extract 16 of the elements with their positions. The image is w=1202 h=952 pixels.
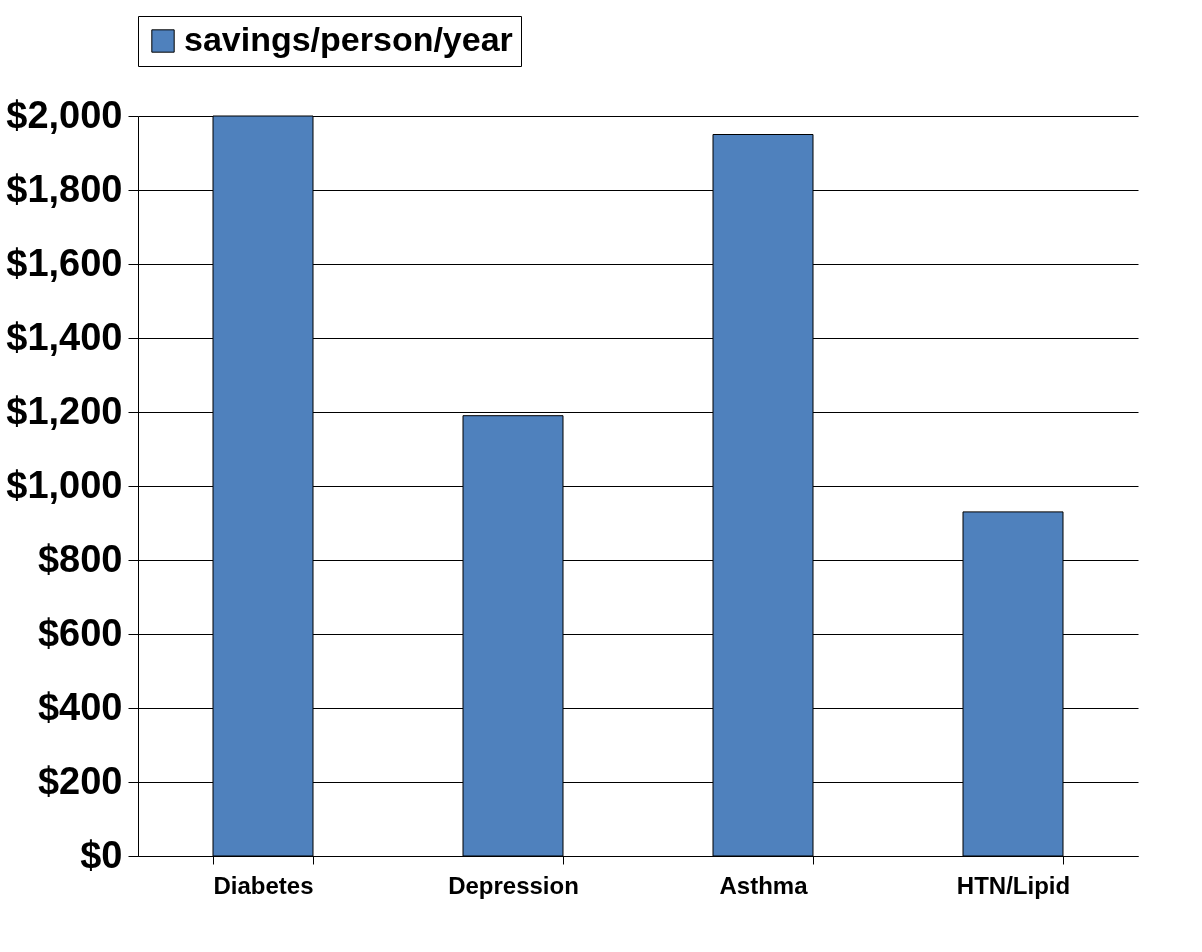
y-tick-label: $0 — [80, 833, 123, 876]
y-tick-label: $1,600 — [6, 241, 123, 284]
y-tick-label: $600 — [37, 611, 123, 654]
y-tick-label: $1,800 — [6, 167, 123, 210]
y-tick-label: $1,400 — [6, 315, 123, 358]
y-tick-label: $400 — [37, 685, 123, 728]
y-tick-label: $1,000 — [6, 463, 123, 506]
x-tick-label: Asthma — [719, 871, 809, 899]
y-tick-label: $1,200 — [6, 389, 123, 432]
legend-label: savings/person/year — [184, 20, 513, 58]
y-tick-label: $800 — [37, 537, 123, 580]
x-tick-label: Depression — [448, 871, 579, 899]
y-tick-label: $200 — [37, 759, 123, 802]
y-tick-label: $2,000 — [6, 93, 123, 136]
x-tick-label: Diabetes — [213, 871, 314, 899]
x-tick-label: HTN/Lipid — [956, 871, 1071, 899]
